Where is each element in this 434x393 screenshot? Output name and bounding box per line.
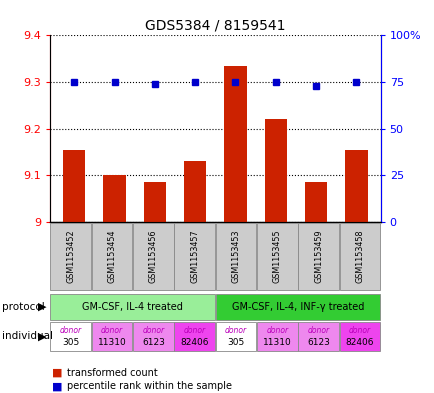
Text: 305: 305 xyxy=(227,338,244,347)
Bar xyxy=(304,182,326,222)
Text: 11310: 11310 xyxy=(262,338,291,347)
Text: 6123: 6123 xyxy=(141,338,164,347)
Text: GSM1153454: GSM1153454 xyxy=(107,230,116,283)
Text: GSM1153452: GSM1153452 xyxy=(66,230,75,283)
Text: ■: ■ xyxy=(52,367,62,378)
Text: 82406: 82406 xyxy=(180,338,208,347)
Title: GDS5384 / 8159541: GDS5384 / 8159541 xyxy=(145,19,285,33)
Text: ■: ■ xyxy=(52,381,62,391)
Bar xyxy=(345,150,367,222)
Text: GSM1153459: GSM1153459 xyxy=(313,230,322,283)
Text: GSM1153455: GSM1153455 xyxy=(272,230,281,283)
Text: 82406: 82406 xyxy=(345,338,373,347)
Text: ▶: ▶ xyxy=(38,331,46,341)
Text: ▶: ▶ xyxy=(38,301,46,312)
Text: 305: 305 xyxy=(62,338,79,347)
Bar xyxy=(103,175,125,222)
Text: donor: donor xyxy=(348,326,370,335)
Text: GSM1153457: GSM1153457 xyxy=(190,230,199,283)
Bar xyxy=(264,119,286,222)
Text: donor: donor xyxy=(59,326,82,335)
Text: donor: donor xyxy=(101,326,123,335)
Text: percentile rank within the sample: percentile rank within the sample xyxy=(66,381,231,391)
Text: GSM1153458: GSM1153458 xyxy=(355,230,364,283)
Text: protocol: protocol xyxy=(2,301,45,312)
Text: donor: donor xyxy=(142,326,164,335)
Bar xyxy=(184,162,206,222)
Text: donor: donor xyxy=(183,326,205,335)
Text: transformed count: transformed count xyxy=(66,367,157,378)
Text: 11310: 11310 xyxy=(97,338,126,347)
Text: donor: donor xyxy=(224,326,247,335)
Text: individual: individual xyxy=(2,331,53,341)
Bar xyxy=(143,182,165,222)
Bar xyxy=(63,150,85,222)
Text: donor: donor xyxy=(307,326,329,335)
Text: donor: donor xyxy=(266,326,288,335)
Text: GM-CSF, IL-4 treated: GM-CSF, IL-4 treated xyxy=(82,301,183,312)
Text: GM-CSF, IL-4, INF-γ treated: GM-CSF, IL-4, INF-γ treated xyxy=(231,301,363,312)
Text: GSM1153453: GSM1153453 xyxy=(231,230,240,283)
Text: 6123: 6123 xyxy=(306,338,329,347)
Bar xyxy=(224,66,246,222)
Text: GSM1153456: GSM1153456 xyxy=(148,230,158,283)
